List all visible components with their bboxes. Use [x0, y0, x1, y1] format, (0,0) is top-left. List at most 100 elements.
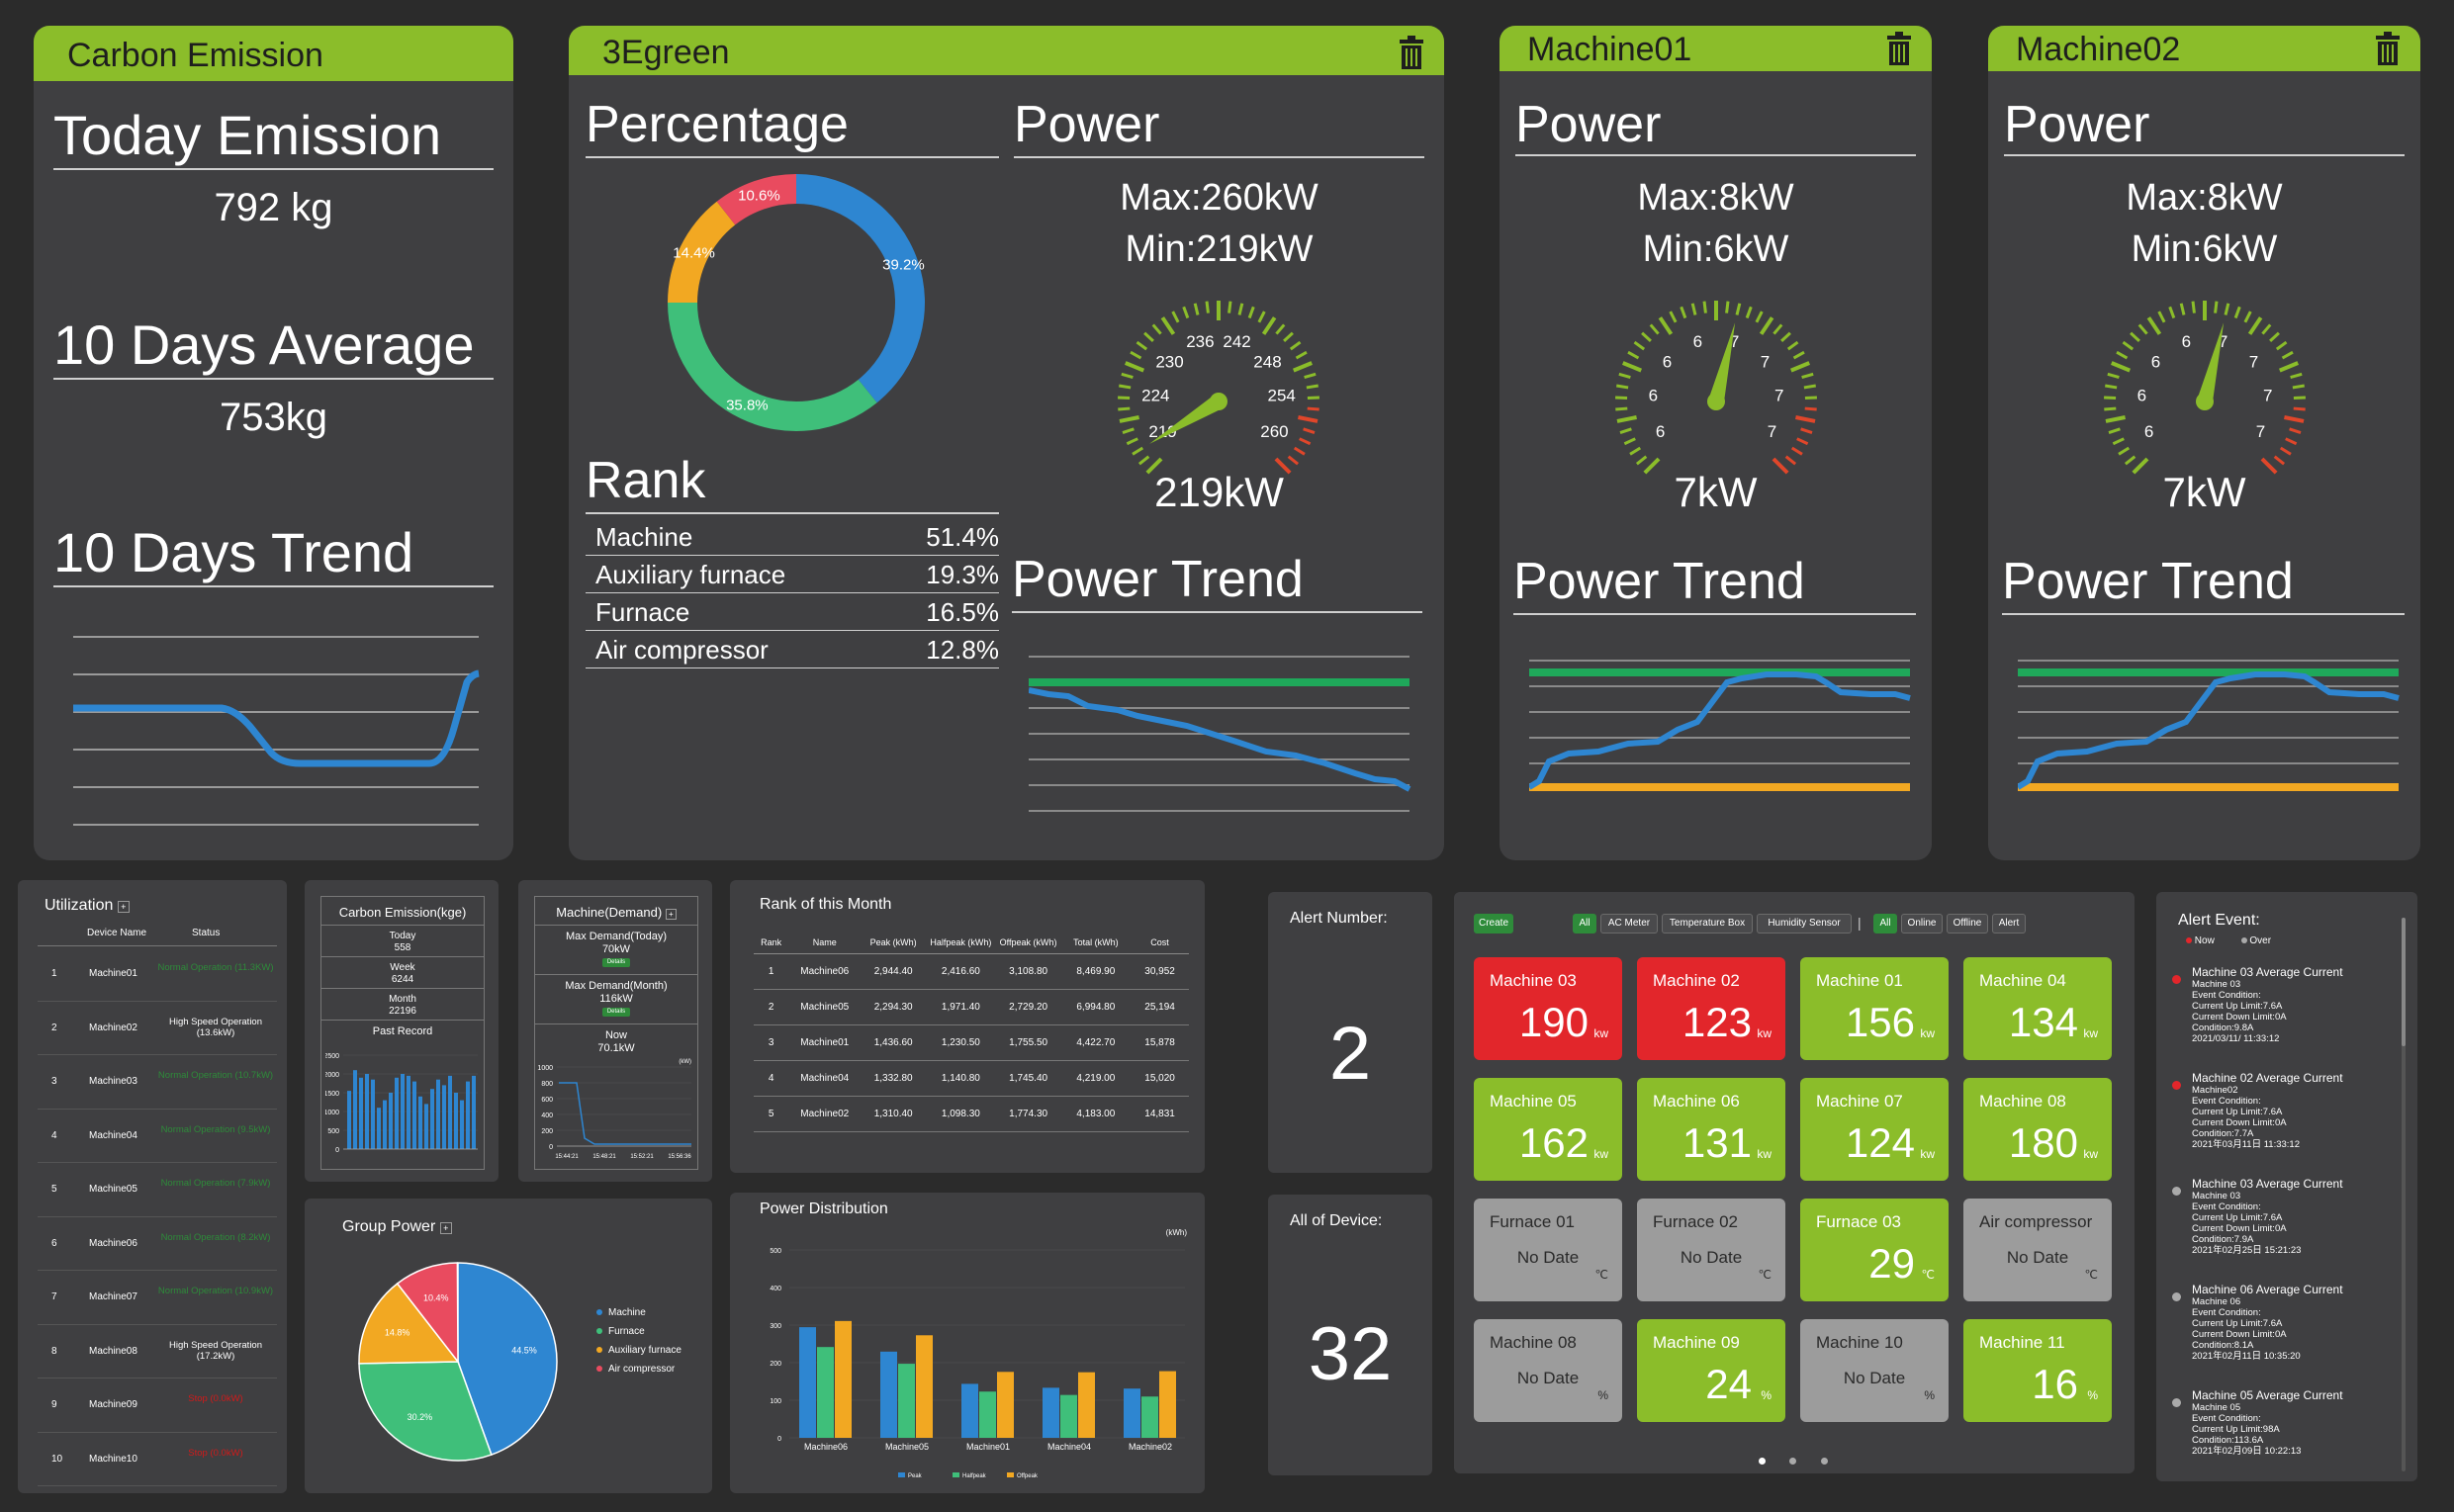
rank-percent: 16.5% [926, 597, 999, 627]
gauge-tick [2191, 301, 2196, 313]
filter-button[interactable]: AC Meter [1600, 914, 1658, 934]
gauge-tick [1735, 303, 1742, 315]
gauge-tick [2233, 306, 2241, 319]
event-heading: Machine 05 Average Current [2192, 1388, 2343, 1402]
now-value: 70.1kW [597, 1042, 635, 1054]
table-cell: Machine05 [788, 989, 862, 1025]
device-tile[interactable]: Machine 09 24% [1637, 1319, 1785, 1422]
row-number: 9 [51, 1399, 57, 1410]
gauge-tick [2104, 406, 2117, 411]
week-value: 6244 [391, 974, 414, 985]
device-tile[interactable]: Machine 05 162 kw [1474, 1078, 1622, 1181]
filter-button[interactable]: Humidity Sensor [1757, 914, 1852, 934]
row-device-name: Machine04 [89, 1129, 137, 1141]
now-label: Now [604, 1029, 627, 1041]
gauge-tick [1790, 446, 1803, 456]
event-line: Current Up Limit:98A [2192, 1424, 2280, 1435]
gauge-tick [2105, 384, 2118, 390]
tile-value: 29 [1868, 1240, 1915, 1287]
table-cell: 1,971.40 [926, 989, 996, 1025]
device-tile[interactable]: Machine 06 131 kw [1637, 1078, 1785, 1181]
event-line: Current Down Limit:0A [2192, 1329, 2287, 1340]
gauge-tick [2107, 372, 2120, 380]
gauge-tick [1780, 331, 1791, 343]
filter-button[interactable]: Offline [1947, 914, 1988, 934]
event-line: Current Up Limit:7.6A [2192, 1212, 2283, 1223]
alert-legend: Now Over [2186, 935, 2271, 946]
device-tile[interactable]: Air compressor No Date ℃ [1963, 1199, 2112, 1301]
filter-button[interactable]: All [1573, 914, 1596, 934]
device-tile[interactable]: Machine 10 No Date% [1800, 1319, 1949, 1422]
tile-name: Furnace 02 [1653, 1212, 1738, 1231]
trash-icon[interactable] [1397, 36, 1426, 69]
device-tile[interactable]: Furnace 02 No Date ℃ [1637, 1199, 1785, 1301]
bar [979, 1391, 996, 1438]
donut-slice [796, 174, 925, 403]
gauge-tick [1680, 306, 1687, 319]
month-label: Max Demand(Month) [565, 980, 668, 992]
gauge-needle [1149, 395, 1224, 444]
gauge-tick [2292, 384, 2305, 390]
table-cell: 3 [754, 1024, 789, 1061]
scrollbar[interactable] [2402, 918, 2406, 1471]
gauge-tick [1205, 301, 1210, 313]
details-button[interactable]: Details [602, 1008, 630, 1017]
expand-icon[interactable]: + [665, 909, 677, 920]
gauge-hub [1210, 393, 1227, 410]
device-tile[interactable]: Machine 08 180 kw [1963, 1078, 2112, 1181]
filter-button[interactable]: Temperature Box [1662, 914, 1753, 934]
legend-dot-icon [596, 1366, 602, 1372]
y-tick: 1000 [537, 1065, 553, 1072]
legend-item: Machine [596, 1307, 682, 1326]
device-tile[interactable]: Machine 07 124 kw [1800, 1078, 1949, 1181]
divider [321, 956, 484, 957]
scrollbar-thumb[interactable] [2402, 918, 2406, 1046]
event-line: 2021/03/11/ 11:33:12 [2192, 1033, 2280, 1044]
row-number: 10 [51, 1453, 63, 1465]
row-device-name: Machine03 [89, 1076, 137, 1087]
legend-swatch [1007, 1472, 1014, 1477]
row-device-name: Machine05 [89, 1184, 137, 1195]
average-label: 10 Days Average [53, 313, 475, 376]
expand-icon[interactable]: + [439, 1222, 452, 1234]
page-dot-active[interactable] [1759, 1458, 1766, 1465]
table-cell: 1,436.60 [861, 1024, 927, 1061]
gauge-tick [1151, 323, 1162, 335]
legend-label: Air compressor [608, 1364, 676, 1375]
donut-label: 10.6% [738, 187, 780, 204]
device-tile[interactable]: Machine 01 156 kw [1800, 957, 1949, 1060]
filter-button[interactable]: Create [1474, 914, 1513, 934]
y-tick: 800 [541, 1081, 553, 1088]
bar [799, 1327, 816, 1438]
device-tile[interactable]: Machine 02 123 kw [1637, 957, 1785, 1060]
power-trend-chart [2018, 660, 2400, 791]
details-button[interactable]: Details [602, 958, 630, 967]
trash-icon[interactable] [2373, 32, 2403, 65]
gauge-tick [2284, 415, 2305, 423]
filter-button[interactable]: Alert [1992, 914, 2026, 934]
device-tile[interactable]: Machine 11 16% [1963, 1319, 2112, 1422]
table-cell: 4,219.00 [1060, 1060, 1132, 1097]
page-dot[interactable] [1789, 1458, 1797, 1465]
past-record-chart: 2500 2000 1500 1000 500 0 [325, 1053, 478, 1154]
page-dot[interactable] [1820, 1458, 1828, 1465]
gauge-tick [2146, 316, 2162, 335]
event-line: 2021年02月25日 15:21:23 [2192, 1245, 2302, 1256]
filter-button[interactable]: All [1873, 914, 1897, 934]
expand-icon[interactable]: + [117, 901, 130, 913]
device-tile[interactable]: Furnace 03 29 ℃ [1800, 1199, 1949, 1301]
bar [377, 1108, 381, 1149]
table-cell: 1,098.30 [926, 1096, 996, 1132]
tile-unit: kw [1593, 1026, 1608, 1040]
filter-button[interactable]: Online [1901, 914, 1943, 934]
trash-icon[interactable] [1884, 32, 1914, 65]
device-tile[interactable]: Machine 08 No Date% [1474, 1319, 1622, 1422]
device-tile[interactable]: Furnace 01 No Date ℃ [1474, 1199, 1622, 1301]
device-tile[interactable]: Machine 04 134 kw [1963, 957, 2112, 1060]
legend-swatch [953, 1472, 959, 1477]
gauge-tick [1274, 457, 1292, 475]
pagination [1759, 1452, 1828, 1469]
device-tile[interactable]: Machine 03 190 kw [1474, 957, 1622, 1060]
divider [2002, 613, 2405, 615]
device-tile-grid: Machine 03 190 kw Machine 02 123 kw Machine 01… [1474, 957, 2127, 1452]
